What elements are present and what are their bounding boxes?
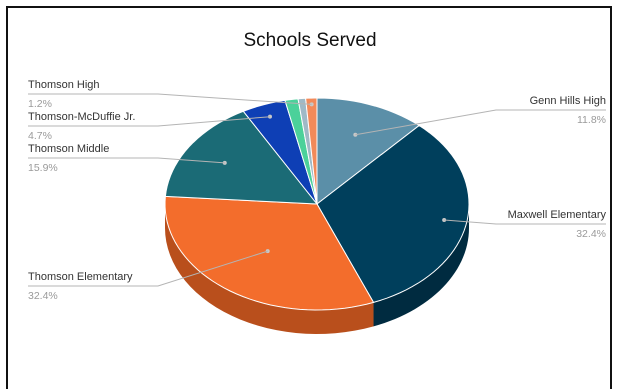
slice-percent-4: 4.7%	[28, 130, 52, 142]
slice-percent-0: 11.8%	[577, 114, 606, 126]
pie-slice-4[interactable]	[242, 99, 318, 205]
slice-percent-7: 1.2%	[28, 98, 52, 110]
pie-sides	[165, 204, 469, 334]
slice-percent-3: 15.9%	[28, 162, 58, 174]
pie-slice-3[interactable]	[164, 110, 319, 205]
leader-line-4	[28, 116, 271, 127]
pie-slice-1[interactable]	[316, 124, 470, 303]
slice-label-3: Thomson Middle	[28, 143, 109, 155]
pie-side-1	[373, 204, 469, 327]
chart-title: Schools Served	[243, 30, 377, 51]
leader-line-0	[355, 109, 606, 136]
slice-labels: Genn Hills High 11.8% Maxwell Elementary 32…	[28, 79, 606, 302]
leader-line-3	[28, 157, 225, 164]
slice-label-0: Genn Hills High	[530, 95, 606, 107]
pie-slice-2[interactable]	[164, 195, 375, 311]
leader-dot-1	[442, 217, 447, 222]
pie-slices	[164, 97, 470, 311]
leader-dot-7	[309, 102, 314, 107]
pie-slice-0[interactable]	[316, 97, 421, 206]
leader-line-2	[28, 250, 268, 287]
slice-label-4: Thomson-McDuffie Jr.	[28, 111, 135, 123]
pie-slice-7[interactable]	[305, 97, 318, 205]
leader-line-7	[28, 93, 312, 105]
leader-line-1	[444, 219, 606, 225]
slice-label-2: Thomson Elementary	[28, 271, 133, 283]
leader-lines	[28, 93, 606, 287]
slice-label-7: Thomson High	[28, 79, 100, 91]
slice-percent-1: 32.4%	[576, 228, 606, 240]
slice-label-1: Maxwell Elementary	[508, 209, 607, 221]
pie-side-2	[165, 204, 374, 334]
slice-percent-2: 32.4%	[28, 290, 58, 302]
